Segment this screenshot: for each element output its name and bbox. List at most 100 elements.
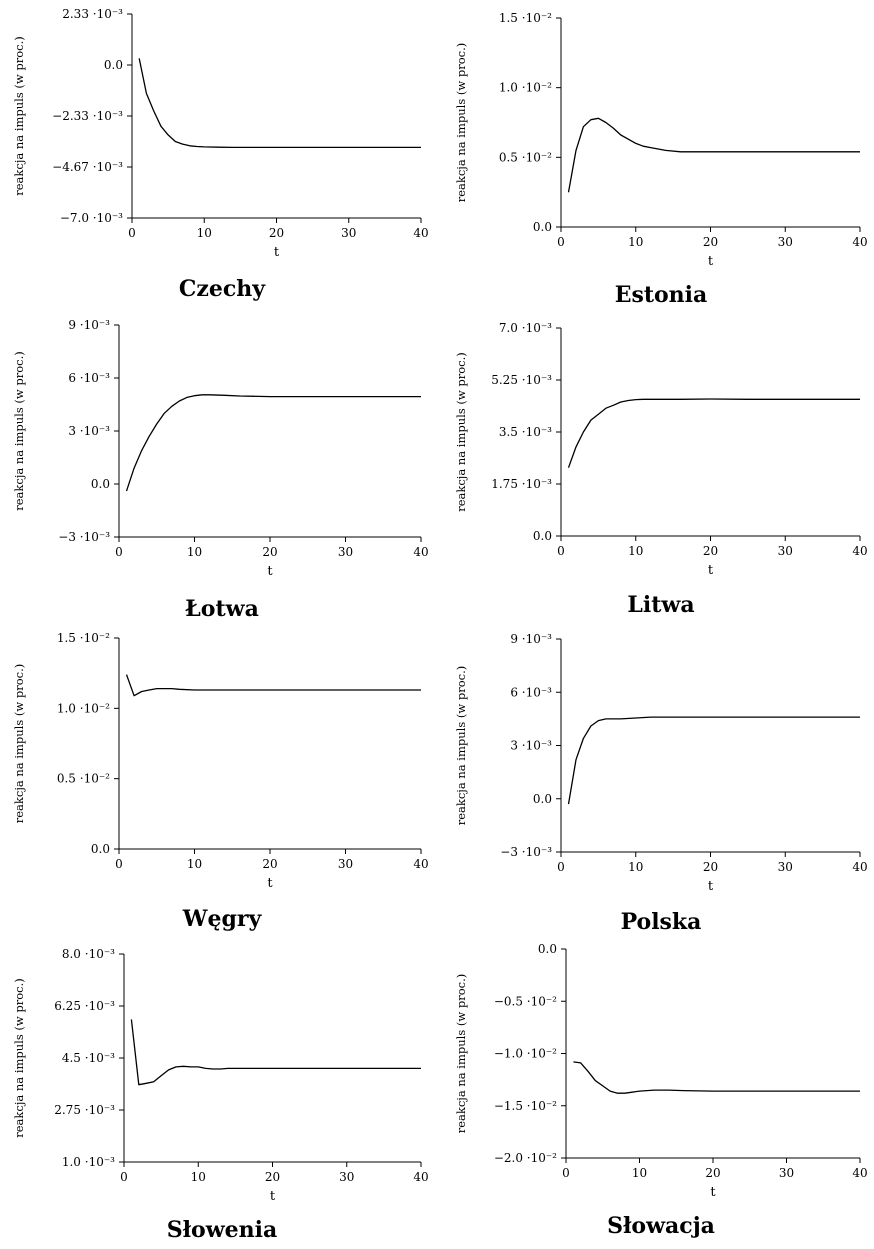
y-tick-label: 6 ·10⁻³ [68, 371, 110, 385]
y-tick-label: 1.0 ·10⁻² [499, 81, 552, 95]
y-tick-label: 0.0 [91, 842, 110, 856]
chart-title: Polska [621, 909, 702, 935]
y-tick-label: 1.0 ·10⁻³ [62, 1155, 115, 1169]
x-axis-label: t [708, 254, 714, 269]
x-tick-label: 40 [852, 860, 867, 874]
y-tick-label: −2.0 ·10⁻² [494, 1151, 557, 1165]
x-axis-label: t [267, 564, 273, 579]
x-tick-label: 40 [413, 545, 428, 559]
chart-title: Słowenia [167, 1217, 278, 1243]
y-tick-label: 6.25 ·10⁻³ [54, 999, 115, 1013]
y-tick-label: 6 ·10⁻³ [510, 685, 552, 699]
y-tick-label: 3 ·10⁻³ [510, 739, 552, 753]
x-tick-label: 10 [191, 1170, 206, 1184]
x-axis-label: t [708, 563, 714, 578]
y-axis-label: reakcja na impuls (w proc.) [12, 351, 26, 511]
y-tick-label: 0.0 [533, 792, 552, 806]
x-tick-label: 10 [628, 860, 643, 874]
chart-title: Litwa [627, 592, 694, 618]
series-line [569, 717, 861, 804]
x-axis-label: t [710, 1185, 716, 1200]
series-line [573, 1062, 860, 1093]
x-tick-label: 30 [338, 857, 353, 871]
y-axis-label: reakcja na impuls (w proc.) [454, 666, 468, 826]
x-tick-label: 30 [339, 1170, 354, 1184]
chart-panel-2: 0 10 20 30 40 1.5 ·10⁻² 1.0 ·10⁻² 0.5 ·10⁻² 0.0 t… [454, 11, 868, 308]
x-tick-label: 0 [120, 1170, 128, 1184]
y-tick-label: 0.0 [91, 477, 110, 491]
x-tick-label: 0 [115, 857, 123, 871]
x-tick-label: 0 [557, 544, 565, 558]
y-axis-label: reakcja na impuls (w proc.) [454, 43, 468, 203]
x-tick-label: 20 [265, 1170, 280, 1184]
y-tick-label: −3 ·10⁻³ [58, 530, 110, 544]
chart-title: Łotwa [185, 596, 259, 622]
y-tick-label: 0.5 ·10⁻² [57, 772, 110, 786]
y-tick-label: −0.5 ·10⁻² [494, 994, 557, 1008]
series-line [127, 395, 422, 491]
chart-title: Węgry [182, 906, 263, 932]
x-tick-label: 40 [413, 226, 428, 240]
x-tick-label: 40 [852, 544, 867, 558]
chart-panel-7: 0 10 20 30 40 8.0 ·10⁻³ 6.25 ·10⁻³ 4.5 ·10⁻³ 2.7… [12, 947, 429, 1243]
series-line [139, 58, 421, 147]
x-axis-label: t [270, 1189, 276, 1204]
y-tick-label: 0.0 [104, 58, 123, 72]
y-tick-label: −3 ·10⁻³ [500, 845, 552, 859]
x-tick-label: 20 [262, 857, 277, 871]
series-line [569, 399, 861, 468]
y-tick-label: 4.5 ·10⁻³ [62, 1051, 115, 1065]
chart-panel-3: 0 10 20 30 40 9 ·10⁻³ 6 ·10⁻³ 3 ·10⁻³ 0.0 −3 ·10⁻… [12, 318, 429, 622]
y-tick-label: 0.5 ·10⁻² [499, 150, 552, 164]
x-tick-label: 20 [703, 860, 718, 874]
x-tick-label: 20 [703, 544, 718, 558]
x-tick-label: 20 [705, 1166, 720, 1180]
x-tick-label: 0 [557, 235, 565, 249]
x-tick-label: 40 [852, 1166, 867, 1180]
x-tick-label: 0 [115, 545, 123, 559]
y-tick-label: 1.0 ·10⁻² [57, 701, 110, 715]
y-tick-label: 0.0 [538, 942, 557, 956]
chart-title: Słowacja [607, 1213, 715, 1239]
chart-panel-5: 0 10 20 30 40 1.5 ·10⁻² 1.0 ·10⁻² 0.5 ·10⁻² 0.0 t… [12, 631, 429, 932]
x-tick-label: 0 [557, 860, 565, 874]
x-tick-label: 30 [778, 860, 793, 874]
y-tick-label: −1.0 ·10⁻² [494, 1047, 557, 1061]
y-tick-label: 1.75 ·10⁻³ [491, 477, 552, 491]
x-tick-label: 40 [852, 235, 867, 249]
x-tick-label: 10 [632, 1166, 647, 1180]
x-tick-label: 0 [128, 226, 136, 240]
x-axis-label: t [274, 245, 280, 260]
y-tick-label: 0.0 [533, 529, 552, 543]
x-axis-label: t [267, 876, 273, 891]
y-tick-label: 9 ·10⁻³ [68, 318, 110, 332]
chart-panel-1: 0 10 20 30 40 2.33 ·10⁻³ 0.0 −2.33 ·10⁻³ −4.67 ·… [12, 7, 429, 302]
y-axis-label: reakcja na impuls (w proc.) [12, 978, 26, 1138]
chart-panel-6: 0 10 20 30 40 9 ·10⁻³ 6 ·10⁻³ 3 ·10⁻³ 0.0 −3 ·10⁻… [454, 632, 868, 935]
x-tick-label: 30 [341, 226, 356, 240]
y-tick-label: −7.0 ·10⁻³ [60, 211, 123, 225]
y-tick-label: 1.5 ·10⁻² [57, 631, 110, 645]
y-tick-label: 8.0 ·10⁻³ [62, 947, 115, 961]
x-tick-label: 10 [628, 544, 643, 558]
x-tick-label: 0 [562, 1166, 570, 1180]
y-tick-label: 3.5 ·10⁻³ [499, 425, 552, 439]
x-tick-label: 30 [778, 544, 793, 558]
x-axis-label: t [708, 879, 714, 894]
y-axis-label: reakcja na impuls (w proc.) [12, 36, 26, 196]
y-tick-label: 2.75 ·10⁻³ [54, 1103, 115, 1117]
series-line [569, 118, 861, 192]
x-tick-label: 10 [187, 857, 202, 871]
y-axis-label: reakcja na impuls (w proc.) [454, 974, 468, 1134]
series-line [127, 675, 422, 696]
y-tick-label: 2.33 ·10⁻³ [62, 7, 123, 21]
x-tick-label: 20 [703, 235, 718, 249]
y-tick-label: −2.33 ·10⁻³ [52, 109, 123, 123]
y-tick-label: 9 ·10⁻³ [510, 632, 552, 646]
x-tick-label: 40 [413, 1170, 428, 1184]
chart-title: Czechy [179, 276, 266, 302]
y-tick-label: 0.0 [533, 220, 552, 234]
chart-panel-4: 0 10 20 30 40 7.0 ·10⁻³ 5.25 ·10⁻³ 3.5 ·10⁻³ 1.7… [454, 321, 868, 618]
y-axis-label: reakcja na impuls (w proc.) [12, 664, 26, 824]
